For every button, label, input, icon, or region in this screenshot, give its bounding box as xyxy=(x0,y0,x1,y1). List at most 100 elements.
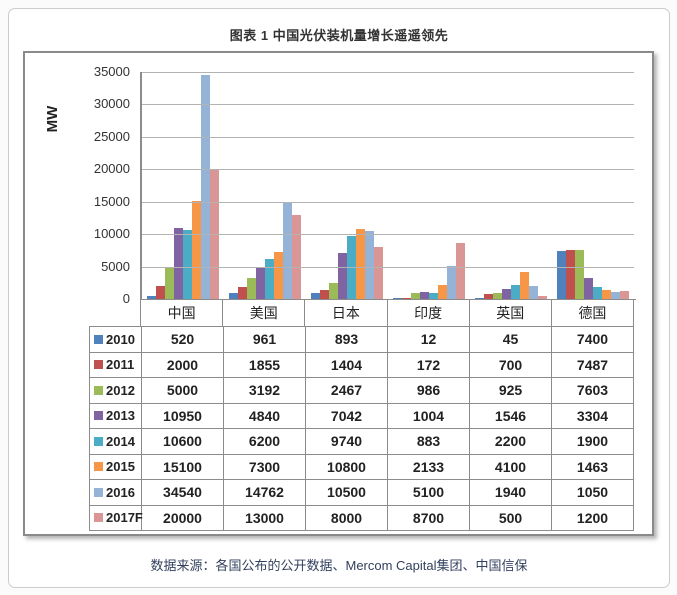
bar-2017F-德国 xyxy=(620,291,629,299)
value-cell-2014-美国: 6200 xyxy=(224,429,306,455)
category-label: 德国 xyxy=(550,300,635,326)
value-cell-2016-印度: 5100 xyxy=(388,480,470,506)
value-cell-2017F-英国: 500 xyxy=(470,505,552,531)
chart-title: 图表 1 中国光伏装机量增长遥遥领先 xyxy=(229,28,449,43)
series-legend-cell: 2012 xyxy=(90,378,142,404)
bar-2015-美国 xyxy=(274,252,283,299)
legend-swatch-icon xyxy=(94,360,103,370)
bar-group-1 xyxy=(142,72,224,299)
bar-2011-印度 xyxy=(402,298,411,299)
value-cell-2015-德国: 1463 xyxy=(552,454,634,480)
bar-2013-印度 xyxy=(420,292,429,299)
series-legend-cell: 2010 xyxy=(90,327,142,353)
value-cell-2017F-印度: 8700 xyxy=(388,505,470,531)
x-axis-line xyxy=(140,299,636,300)
value-cell-2011-中国: 2000 xyxy=(142,352,224,378)
y-tick-label: 30000 xyxy=(93,96,130,112)
series-year-label: 2014 xyxy=(106,433,135,449)
category-label: 美国 xyxy=(222,300,304,326)
series-year-label: 2015 xyxy=(106,459,135,475)
bar-2016-印度 xyxy=(447,266,456,299)
value-cell-2013-印度: 1004 xyxy=(388,403,470,429)
value-cell-2013-日本: 7042 xyxy=(306,403,388,429)
series-legend-cell: 2015 xyxy=(90,454,142,480)
value-cell-2013-中国: 10950 xyxy=(142,403,224,429)
legend-swatch-icon xyxy=(94,513,103,523)
bar-2012-英国 xyxy=(493,293,502,299)
y-tick-label: 25000 xyxy=(93,128,130,144)
value-cell-2016-中国: 34540 xyxy=(142,480,224,506)
bars-layer xyxy=(142,72,634,299)
y-tick-label: 20000 xyxy=(93,161,130,177)
bar-2013-日本 xyxy=(338,253,347,299)
data-table: 2010 520 961 893 12 45 7400 2011 2000 1855 1404 172… xyxy=(89,326,634,531)
bar-2015-中国 xyxy=(192,201,201,299)
legend-swatch-icon xyxy=(94,334,103,344)
value-cell-2010-日本: 893 xyxy=(306,327,388,353)
bar-2014-英国 xyxy=(511,285,520,299)
series-year-label: 2010 xyxy=(106,331,135,347)
series-year-label: 2017F xyxy=(106,510,143,526)
value-cell-2014-中国: 10600 xyxy=(142,429,224,455)
value-cell-2010-美国: 961 xyxy=(224,327,306,353)
grid-line xyxy=(142,201,634,203)
bar-2016-德国 xyxy=(611,292,620,299)
category-label: 中国 xyxy=(140,300,222,326)
legend-swatch-icon xyxy=(94,411,103,421)
value-cell-2017F-德国: 1200 xyxy=(552,505,634,531)
bar-2010-英国 xyxy=(475,298,484,299)
bar-2012-德国 xyxy=(575,250,584,299)
bar-2011-日本 xyxy=(320,290,329,299)
series-legend-cell: 2011 xyxy=(90,352,142,378)
value-cell-2012-印度: 986 xyxy=(388,378,470,404)
value-cell-2013-英国: 1546 xyxy=(470,403,552,429)
bar-2015-英国 xyxy=(520,272,529,299)
value-cell-2015-印度: 2133 xyxy=(388,454,470,480)
value-cell-2011-印度: 172 xyxy=(388,352,470,378)
bar-2016-中国 xyxy=(201,75,210,299)
bar-2017F-日本 xyxy=(374,247,383,299)
value-cell-2017F-日本: 8000 xyxy=(306,505,388,531)
value-cell-2015-英国: 4100 xyxy=(470,454,552,480)
category-label: 印度 xyxy=(386,300,469,326)
value-cell-2010-德国: 7400 xyxy=(552,327,634,353)
bar-2014-印度 xyxy=(429,293,438,299)
bar-2013-美国 xyxy=(256,268,265,299)
bar-2014-中国 xyxy=(183,230,192,299)
value-cell-2013-德国: 3304 xyxy=(552,403,634,429)
value-cell-2016-美国: 14762 xyxy=(224,480,306,506)
value-cell-2012-德国: 7603 xyxy=(552,378,634,404)
value-cell-2014-日本: 9740 xyxy=(306,429,388,455)
bar-group-3 xyxy=(306,72,388,299)
value-cell-2012-日本: 2467 xyxy=(306,378,388,404)
bar-2013-英国 xyxy=(502,289,511,299)
legend-swatch-icon xyxy=(94,385,103,395)
value-cell-2012-美国: 3192 xyxy=(224,378,306,404)
value-cell-2011-美国: 1855 xyxy=(224,352,306,378)
value-cell-2017F-美国: 13000 xyxy=(224,505,306,531)
bar-2015-德国 xyxy=(602,290,611,299)
legend-swatch-icon xyxy=(94,462,103,472)
bar-2011-德国 xyxy=(566,250,575,299)
bar-2010-德国 xyxy=(557,251,566,299)
grid-line xyxy=(142,104,634,106)
grid-line xyxy=(142,169,634,171)
bar-2017F-美国 xyxy=(292,215,301,299)
value-cell-2016-英国: 1940 xyxy=(470,480,552,506)
value-cell-2011-德国: 7487 xyxy=(552,352,634,378)
category-label: 日本 xyxy=(304,300,386,326)
legend-swatch-icon xyxy=(94,487,103,497)
value-cell-2014-德国: 1900 xyxy=(552,429,634,455)
bar-2010-美国 xyxy=(229,293,238,299)
source-note: 数据来源：各国公布的公开数据、Mercom Capital集团、中国信保 xyxy=(150,558,528,573)
bar-2011-中国 xyxy=(156,286,165,299)
chart-image-frame: MW 中国 美国 日本 印度 英国 德国 2010 520 961 893 12 45 7400 201… xyxy=(23,51,654,536)
y-axis-line xyxy=(140,72,142,299)
bar-2014-德国 xyxy=(593,287,602,299)
value-cell-2015-日本: 10800 xyxy=(306,454,388,480)
bar-2016-日本 xyxy=(365,231,374,299)
value-cell-2014-英国: 2200 xyxy=(470,429,552,455)
bar-2010-日本 xyxy=(311,293,320,299)
series-legend-cell: 2016 xyxy=(90,480,142,506)
value-cell-2012-中国: 5000 xyxy=(142,378,224,404)
